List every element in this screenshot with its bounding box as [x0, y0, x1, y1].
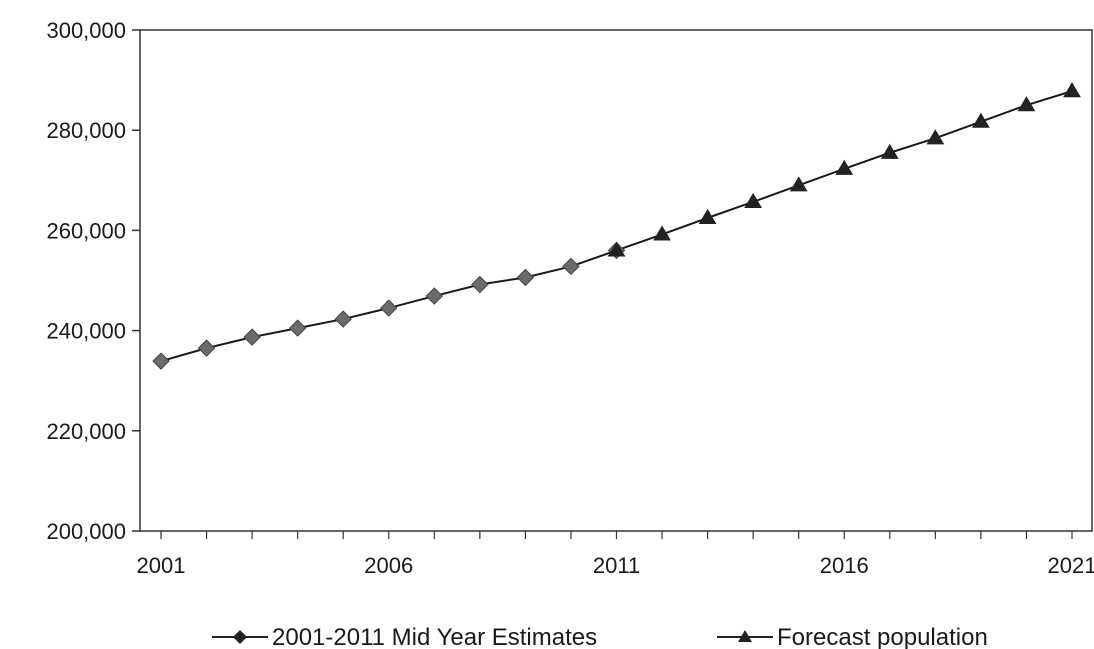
y-tick-label: 280,000 — [46, 118, 126, 143]
estimate-point — [288, 319, 307, 337]
estimate-point — [471, 275, 489, 294]
estimate-point — [152, 352, 170, 370]
estimate-point — [197, 339, 216, 357]
legend-item-estimates: 2001-2011 Mid Year Estimates — [212, 624, 597, 649]
legend-estimates-diamond-icon — [233, 630, 247, 644]
legend-forecast-label: Forecast population — [777, 624, 988, 649]
forecast-point — [835, 159, 854, 175]
series-layer — [152, 82, 1081, 370]
y-tick-label: 220,000 — [46, 419, 126, 444]
y-tick-label: 260,000 — [46, 218, 126, 243]
x-tick-label: 2006 — [364, 553, 413, 578]
forecast-point — [1063, 82, 1081, 98]
forecast-point — [698, 208, 717, 224]
y-tick-label: 300,000 — [46, 18, 126, 43]
estimate-point — [334, 310, 352, 328]
x-axis: 2001 2006 2011 2016 2021 — [137, 531, 1094, 578]
estimate-point — [380, 299, 398, 317]
plot-area — [139, 29, 1093, 532]
y-axis: 200,000 220,000 240,000 260,000 280,000 300,0… — [46, 18, 140, 544]
forecast-point — [744, 192, 763, 208]
x-tick-label: 2016 — [820, 553, 869, 578]
estimate-point — [562, 257, 580, 276]
legend-forecast-triangle-icon — [738, 630, 752, 642]
forecast-point — [926, 129, 945, 145]
estimate-point — [425, 287, 444, 305]
legend-item-forecast: Forecast population — [717, 624, 988, 649]
forecast-point — [972, 112, 990, 128]
forecast-point — [789, 176, 808, 192]
x-tick-label: 2001 — [137, 553, 186, 578]
x-tick-label: 2011 — [593, 553, 640, 578]
forecast-point — [1017, 96, 1036, 112]
y-tick-label: 200,000 — [46, 519, 126, 544]
legend: 2001-2011 Mid Year Estimates Forecast po… — [212, 624, 988, 649]
estimate-point — [516, 268, 535, 287]
x-tick-label: 2021 — [1048, 553, 1094, 578]
estimate-point — [243, 328, 261, 346]
y-tick-label: 240,000 — [46, 319, 126, 344]
forecast-point — [653, 225, 671, 241]
forecast-point — [607, 241, 626, 257]
legend-estimates-label: 2001-2011 Mid Year Estimates — [272, 624, 597, 649]
forecast-point — [880, 143, 899, 159]
